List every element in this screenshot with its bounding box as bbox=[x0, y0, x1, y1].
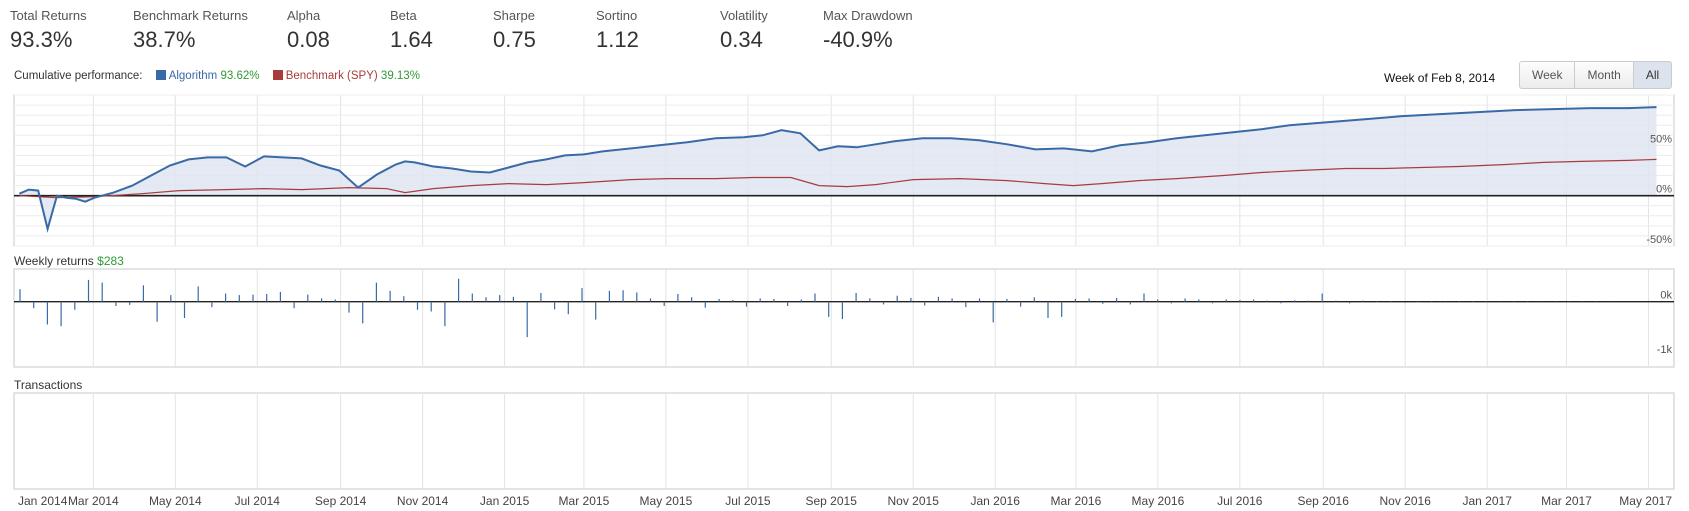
cumulative-title: Cumulative performance: bbox=[14, 70, 143, 82]
stat-value: 93.3% bbox=[10, 27, 73, 52]
weekly-returns-value: $283 bbox=[97, 254, 124, 268]
x-axis-tick: Jan 2016 bbox=[971, 494, 1021, 508]
stat-value: -40.9% bbox=[823, 27, 893, 52]
performance-panel bbox=[13, 94, 1675, 247]
performance-y-tick: 50% bbox=[1650, 133, 1672, 145]
benchmark-swatch bbox=[272, 70, 283, 80]
x-axis-tick: May 2017 bbox=[1619, 494, 1672, 508]
x-axis-tick: Mar 2015 bbox=[559, 494, 610, 508]
legend-algorithm[interactable]: Algorithm 93.62% bbox=[155, 70, 263, 82]
stat-6: Volatility 0.34 bbox=[720, 8, 768, 54]
x-axis-tick: Nov 2016 bbox=[1380, 494, 1432, 508]
weekly-returns-title: Weekly returns bbox=[14, 254, 94, 268]
benchmark-line bbox=[19, 158, 1657, 199]
weekly-y-tick: 0k bbox=[1660, 290, 1672, 302]
benchmark-value: 39.13% bbox=[380, 70, 420, 82]
x-axis-tick: Sep 2014 bbox=[315, 494, 367, 508]
x-axis-tick: May 2016 bbox=[1132, 494, 1185, 508]
stat-2: Alpha 0.08 bbox=[287, 8, 330, 54]
stat-4: Sharpe 0.75 bbox=[493, 8, 536, 54]
benchmark-label: Benchmark (SPY) bbox=[285, 70, 378, 82]
x-axis-tick: Nov 2015 bbox=[888, 494, 940, 508]
algorithm-swatch bbox=[155, 70, 166, 80]
range-button-week[interactable]: Week bbox=[1519, 61, 1576, 89]
stat-5: Sortino 1.12 bbox=[596, 8, 639, 54]
stat-value: 0.34 bbox=[720, 27, 763, 52]
stat-3: Beta 1.64 bbox=[390, 8, 433, 54]
stat-value: 1.12 bbox=[596, 27, 639, 52]
stat-value: 1.64 bbox=[390, 27, 433, 52]
x-axis-tick: Sep 2016 bbox=[1298, 494, 1350, 508]
x-axis-tick: May 2014 bbox=[149, 494, 202, 508]
stat-label: Total Returns bbox=[10, 8, 87, 23]
stat-label: Sortino bbox=[596, 8, 638, 23]
range-button-all[interactable]: All bbox=[1632, 61, 1673, 89]
x-axis-tick: Mar 2014 bbox=[68, 494, 119, 508]
transactions-panel bbox=[13, 392, 1675, 490]
weekly-returns-panel bbox=[13, 268, 1675, 368]
weekly-returns-heading: Weekly returns $283 bbox=[14, 254, 124, 268]
x-axis-tick: Jul 2016 bbox=[1217, 494, 1263, 508]
stat-label: Beta bbox=[390, 8, 417, 23]
x-axis-tick: Jul 2015 bbox=[725, 494, 771, 508]
x-axis-tick: Mar 2017 bbox=[1541, 494, 1592, 508]
stat-label: Volatility bbox=[720, 8, 768, 23]
x-axis-tick: Mar 2016 bbox=[1051, 494, 1102, 508]
stat-1: Benchmark Returns 38.7% bbox=[133, 8, 248, 54]
stat-label: Alpha bbox=[287, 8, 321, 23]
stat-0: Total Returns 93.3% bbox=[10, 8, 87, 54]
stat-value: 0.08 bbox=[287, 27, 330, 52]
stat-7: Max Drawdown -40.9% bbox=[823, 8, 913, 54]
legend-benchmark[interactable]: Benchmark (SPY) 39.13% bbox=[272, 70, 420, 82]
algorithm-label: Algorithm bbox=[168, 70, 218, 82]
x-axis-tick: Nov 2014 bbox=[397, 494, 449, 508]
stat-value: 38.7% bbox=[133, 27, 196, 52]
algorithm-area bbox=[19, 107, 1657, 229]
stat-label: Benchmark Returns bbox=[133, 8, 248, 23]
transactions-title: Transactions bbox=[14, 378, 83, 392]
performance-y-tick: -50% bbox=[1646, 234, 1672, 246]
algorithm-value: 93.62% bbox=[220, 70, 260, 82]
algorithm-line bbox=[19, 106, 1657, 233]
x-axis-tick: May 2015 bbox=[640, 494, 693, 508]
stat-value: 0.75 bbox=[493, 27, 536, 52]
x-axis-tick: Jul 2014 bbox=[235, 494, 281, 508]
weekly-y-tick: -1k bbox=[1657, 344, 1673, 356]
stat-label: Max Drawdown bbox=[823, 8, 913, 23]
x-axis-tick: Sep 2015 bbox=[806, 494, 858, 508]
stat-label: Sharpe bbox=[493, 8, 535, 23]
range-selector: Week Month All bbox=[1519, 61, 1673, 89]
range-button-month[interactable]: Month bbox=[1574, 61, 1634, 89]
week-of-label: Week of Feb 8, 2014 bbox=[1384, 71, 1496, 85]
performance-y-tick: 0% bbox=[1656, 184, 1672, 196]
x-axis-tick: Jan 2015 bbox=[480, 494, 530, 508]
x-axis-tick: Jan 2017 bbox=[1463, 494, 1513, 508]
cumulative-legend: Cumulative performance: Algorithm 93.62%… bbox=[14, 70, 420, 82]
x-axis-tick: Jan 2014 bbox=[18, 494, 68, 508]
